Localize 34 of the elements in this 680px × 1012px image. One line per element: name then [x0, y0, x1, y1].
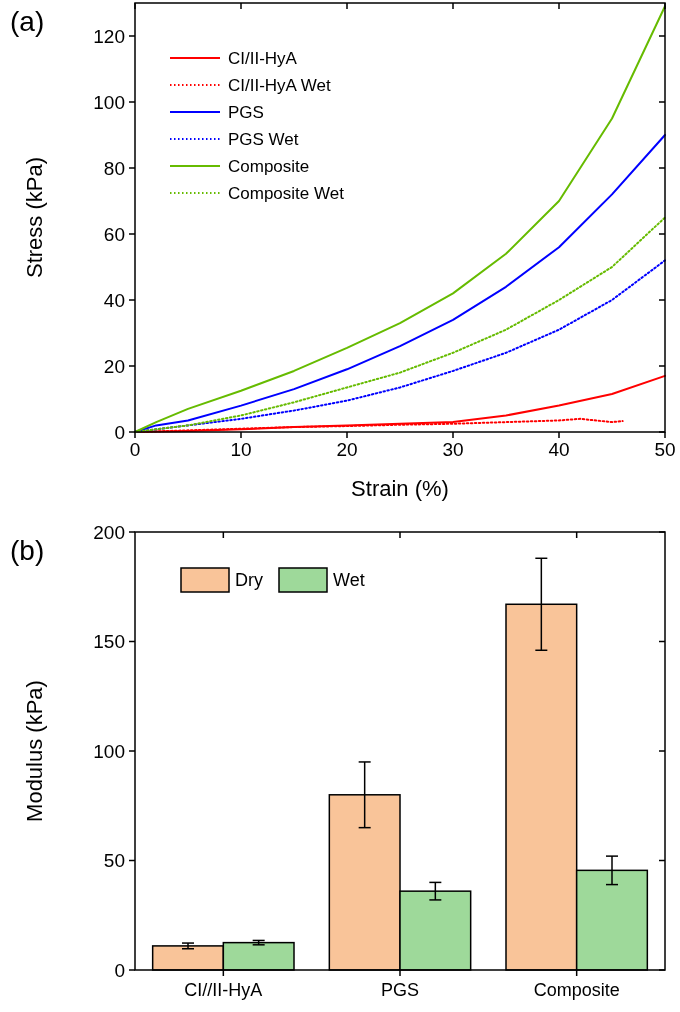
x-tick-label: 40	[548, 439, 570, 460]
x-tick-label: 50	[654, 439, 676, 460]
y-tick-label: 80	[103, 157, 125, 179]
legend-label: CI/II-HyA Wet	[228, 75, 331, 95]
legend-label: PGS	[228, 102, 264, 122]
x-axis-title: Strain (%)	[351, 476, 449, 501]
x-tick-label: 20	[336, 439, 358, 460]
y-tick-label: 150	[93, 631, 125, 653]
x-tick-label: PGS	[380, 980, 420, 1000]
y-tick-label: 60	[103, 223, 125, 245]
y-axis-title: Stress (kPa)	[22, 156, 47, 279]
x-tick-label: CI//II-HyA	[184, 980, 263, 1000]
y-axis-title: Modulus (kPa)	[22, 680, 47, 822]
y-tick-label: 100	[93, 91, 125, 113]
y-tick-label: 40	[103, 289, 125, 311]
y-tick-label: 100	[93, 740, 125, 762]
legend-label: CI/II-HyA	[228, 48, 298, 68]
y-tick-label: 120	[93, 25, 125, 47]
y-tick-label: 50	[103, 850, 125, 872]
legend-label: PGS Wet	[228, 129, 299, 149]
y-tick-label: 0	[114, 959, 125, 981]
legend-label: Composite	[228, 156, 310, 176]
x-tick-label: 30	[442, 439, 464, 460]
y-tick-label: 200	[93, 521, 125, 543]
x-tick-label: 0	[129, 439, 141, 460]
y-tick-label: 20	[103, 355, 125, 377]
legend-label: Wet	[333, 570, 365, 591]
chart-title: (a)	[10, 6, 45, 37]
y-tick-label: 0	[114, 421, 125, 443]
legend-label: Dry	[235, 570, 263, 591]
chart-title: (b)	[10, 535, 45, 566]
x-tick-label: 10	[230, 439, 252, 460]
legend-label: Composite Wet	[228, 183, 345, 203]
x-tick-label: Composite	[533, 980, 620, 1000]
